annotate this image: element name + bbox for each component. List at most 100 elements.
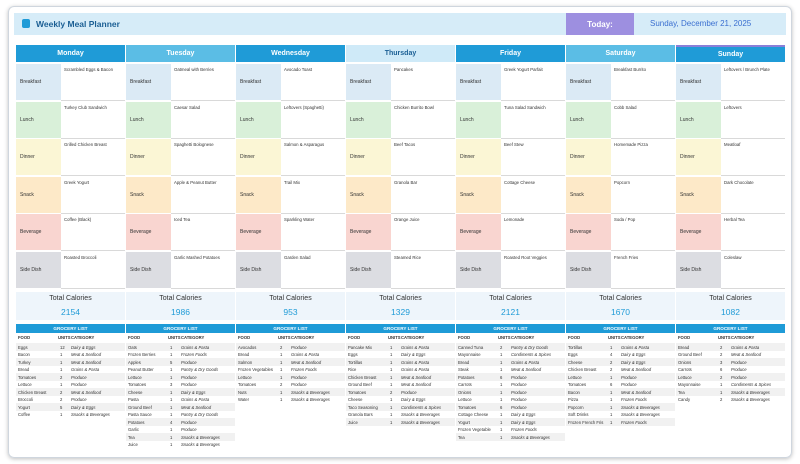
meal-text: Avocado Toast bbox=[281, 64, 345, 101]
grocery-row: Bacon 1 Meat & Seafood bbox=[566, 388, 675, 396]
grocery-row: Lettuce 1 Produce bbox=[236, 373, 345, 381]
grocery-units: 6 bbox=[500, 404, 503, 410]
grocery-units: 1 bbox=[280, 367, 283, 372]
grocery-row: Tomatoes 3 Produce bbox=[126, 380, 235, 388]
meal-text: Leftovers / Brunch Plate bbox=[721, 64, 785, 101]
meal-label: Snack bbox=[566, 176, 611, 214]
meal-label: Dinner bbox=[566, 139, 611, 176]
meal-label: Dinner bbox=[346, 139, 391, 176]
day-header: Friday bbox=[456, 45, 565, 62]
calories-value: 1329 bbox=[391, 307, 410, 317]
meal-label: Breakfast bbox=[566, 64, 611, 101]
grocery-food: Tortillas bbox=[568, 344, 583, 350]
grocery-food: Pasta Sauce bbox=[128, 412, 152, 417]
grocery-row: Cheese 2 Dairy & Eggs bbox=[566, 358, 675, 366]
grocery-category: Meat & Seafood bbox=[621, 389, 652, 395]
grocery-row: Steak 1 Meat & Seafood bbox=[456, 365, 565, 373]
grocery-units: 1 bbox=[170, 434, 173, 440]
calories-value: 2154 bbox=[61, 307, 80, 317]
grocery-food: Potatoes bbox=[458, 374, 475, 380]
grocery-units: 1 bbox=[610, 412, 613, 417]
grocery-col-food: FOOD bbox=[458, 335, 471, 340]
meal-text: Pancakes bbox=[391, 64, 455, 101]
grocery-category: Produce bbox=[401, 389, 417, 395]
grocery-row: Tea 1 Snacks & Beverages bbox=[456, 433, 565, 441]
grocery-units: 1 bbox=[60, 382, 63, 387]
grocery-row: Chicken Breast 2 Meat & Seafood bbox=[16, 388, 125, 396]
meal-label: Beverage bbox=[16, 214, 61, 251]
grocery-food: Pancake Mix bbox=[348, 344, 372, 350]
meal-text: Salmon & Asparagus bbox=[281, 139, 345, 176]
grocery-header-row: FOOD UNITS CATEGORY bbox=[566, 335, 675, 343]
meal-label: Lunch bbox=[16, 101, 61, 139]
grocery-category: Frozen Foods bbox=[621, 397, 647, 402]
meal-text: Coleslaw bbox=[721, 251, 785, 289]
grocery-units: 1 bbox=[60, 367, 63, 372]
grocery-col-food: FOOD bbox=[238, 335, 251, 340]
grocery-category: Meat & Seafood bbox=[621, 367, 652, 372]
grocery-row: Mayonnaise 1 Condiments & Spices bbox=[456, 350, 565, 358]
grocery-title: GROCERY LIST bbox=[676, 324, 785, 333]
meal-text: Turkey Club Sandwich bbox=[61, 101, 125, 139]
day-header: Sunday bbox=[676, 45, 785, 62]
grocery-col-category: CATEGORY bbox=[621, 335, 645, 340]
calories-box: Total Calories 2154 bbox=[16, 292, 125, 320]
grocery-units: 3 bbox=[170, 382, 173, 387]
grocery-row: Lettuce 1 Produce bbox=[566, 373, 675, 381]
grocery-food: Steak bbox=[458, 367, 469, 372]
grocery-units: 2 bbox=[500, 344, 503, 350]
grocery-title: GROCERY LIST bbox=[126, 324, 235, 333]
grocery-units: 1 bbox=[610, 374, 613, 380]
meal-text: Orange Juice bbox=[391, 214, 455, 251]
grocery-food: Bread bbox=[458, 359, 470, 365]
grocery-category: Condiments & Spices bbox=[511, 352, 552, 357]
grocery-category: Pantry & Dry Goods bbox=[181, 367, 219, 372]
grocery-units: 5 bbox=[60, 404, 63, 410]
grocery-food: Tomatoes bbox=[348, 389, 367, 395]
grocery-col-category: CATEGORY bbox=[181, 335, 205, 340]
meal-label: Side Dish bbox=[346, 251, 391, 289]
grocery-food: Apples bbox=[128, 359, 141, 365]
grocery-category: Produce bbox=[181, 382, 197, 387]
grocery-units: 1 bbox=[500, 397, 503, 402]
grocery-col-food: FOOD bbox=[678, 335, 691, 340]
grocery-category: Snacks & Beverages bbox=[731, 397, 770, 402]
grocery-col-category: CATEGORY bbox=[511, 335, 535, 340]
day-column: Sunday Breakfast Leftovers / Brunch Plate L… bbox=[676, 45, 785, 453]
grocery-food: Candy bbox=[678, 397, 691, 402]
grocery-food: Juice bbox=[128, 442, 138, 447]
grocery-units: 1 bbox=[390, 374, 393, 380]
grocery-food: Tea bbox=[458, 434, 465, 440]
meal-label: Snack bbox=[126, 176, 171, 214]
grocery-food: Onions bbox=[458, 389, 472, 395]
grocery-category: Snacks & Beverages bbox=[181, 442, 220, 447]
meal-label: Side Dish bbox=[16, 251, 61, 289]
grocery-units: 2 bbox=[280, 382, 283, 387]
calories-label: Total Calories bbox=[489, 295, 532, 302]
day-header: Wednesday bbox=[236, 45, 345, 62]
grocery-row: Bread 2 Grains & Pasta bbox=[676, 343, 785, 351]
grocery-food: Bread bbox=[238, 352, 250, 357]
grocery-units: 5 bbox=[170, 359, 173, 365]
grocery-food: Cheese bbox=[128, 389, 143, 395]
grocery-col-units: UNITS bbox=[58, 335, 71, 340]
meal-label: Dinner bbox=[456, 139, 501, 176]
grocery-row: Lettuce 2 Produce bbox=[676, 373, 785, 381]
grocery-row: Lettuce 1 Produce bbox=[456, 395, 565, 403]
grocery-units: 1 bbox=[170, 397, 173, 402]
grocery-units: 1 bbox=[390, 367, 393, 372]
calories-value: 953 bbox=[283, 307, 298, 317]
grocery-header-row: FOOD UNITS CATEGORY bbox=[346, 335, 455, 343]
grocery-units: 12 bbox=[60, 344, 65, 350]
header-bar: Weekly Meal Planner Today: Sunday, Decem… bbox=[14, 13, 786, 35]
grocery-food: Lettuce bbox=[128, 374, 142, 380]
meal-text: Meatloaf bbox=[721, 139, 785, 176]
grocery-units: 1 bbox=[500, 359, 503, 365]
grocery-units: 2 bbox=[60, 397, 63, 402]
meal-label: Dinner bbox=[236, 139, 281, 176]
grocery-row: Turkey 1 Meat & Seafood bbox=[16, 358, 125, 366]
meal-text: Greek Yogurt bbox=[61, 176, 125, 214]
grocery-category: Frozen Foods bbox=[621, 419, 647, 425]
grocery-food: Potatoes bbox=[128, 419, 145, 425]
grocery-food: Chicken Breast bbox=[348, 374, 377, 380]
